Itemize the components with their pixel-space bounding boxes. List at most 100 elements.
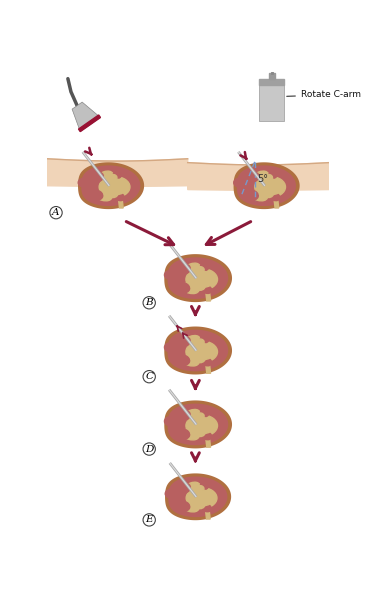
Ellipse shape [186, 341, 218, 362]
Text: Rotate C-arm: Rotate C-arm [287, 90, 361, 99]
Ellipse shape [105, 190, 117, 197]
Ellipse shape [192, 501, 204, 509]
Ellipse shape [184, 263, 200, 274]
Ellipse shape [247, 172, 259, 182]
Polygon shape [167, 329, 228, 371]
Polygon shape [167, 404, 228, 446]
Circle shape [143, 371, 155, 383]
Ellipse shape [192, 282, 205, 290]
Circle shape [143, 514, 155, 526]
Polygon shape [168, 477, 228, 517]
Ellipse shape [200, 481, 209, 490]
Ellipse shape [202, 504, 211, 512]
Ellipse shape [189, 417, 214, 434]
Polygon shape [79, 115, 101, 132]
Ellipse shape [200, 263, 210, 271]
Ellipse shape [99, 176, 130, 197]
Circle shape [143, 443, 155, 455]
Ellipse shape [189, 344, 214, 360]
Ellipse shape [113, 170, 122, 179]
Polygon shape [167, 257, 228, 299]
Ellipse shape [178, 483, 190, 493]
Ellipse shape [176, 355, 190, 365]
Polygon shape [188, 163, 330, 190]
Ellipse shape [261, 190, 273, 197]
Ellipse shape [182, 355, 199, 366]
Polygon shape [206, 289, 211, 301]
Polygon shape [237, 166, 296, 206]
Polygon shape [206, 436, 211, 447]
Ellipse shape [262, 175, 272, 182]
Ellipse shape [193, 339, 204, 347]
Ellipse shape [234, 178, 245, 187]
Text: E: E [145, 515, 153, 524]
Ellipse shape [95, 190, 112, 201]
Ellipse shape [184, 410, 200, 420]
Ellipse shape [202, 432, 212, 440]
Ellipse shape [178, 337, 190, 347]
Polygon shape [78, 162, 144, 209]
Circle shape [143, 297, 155, 309]
Polygon shape [205, 508, 210, 519]
Ellipse shape [200, 335, 210, 343]
Ellipse shape [253, 171, 269, 182]
Ellipse shape [164, 270, 176, 279]
Ellipse shape [176, 282, 190, 293]
Text: 5°: 5° [257, 174, 268, 184]
Ellipse shape [165, 489, 176, 498]
Polygon shape [47, 159, 188, 187]
Polygon shape [81, 166, 141, 206]
Ellipse shape [106, 175, 117, 182]
Ellipse shape [245, 190, 258, 200]
Polygon shape [164, 327, 232, 374]
Ellipse shape [189, 490, 214, 506]
Text: A: A [52, 208, 60, 217]
Ellipse shape [193, 413, 204, 421]
Polygon shape [206, 362, 211, 373]
Circle shape [50, 206, 62, 219]
Polygon shape [206, 436, 211, 447]
Polygon shape [274, 197, 279, 208]
Ellipse shape [115, 193, 124, 201]
Text: D: D [145, 444, 153, 453]
Polygon shape [259, 85, 284, 121]
Ellipse shape [182, 429, 199, 440]
Ellipse shape [176, 429, 190, 439]
Polygon shape [206, 289, 211, 301]
Polygon shape [165, 474, 231, 520]
Ellipse shape [182, 501, 199, 512]
Polygon shape [259, 80, 284, 85]
Ellipse shape [270, 193, 280, 201]
Polygon shape [269, 74, 275, 80]
Ellipse shape [164, 343, 176, 352]
Polygon shape [164, 401, 232, 448]
Ellipse shape [251, 190, 268, 201]
Ellipse shape [178, 264, 190, 274]
Ellipse shape [185, 482, 200, 493]
Ellipse shape [193, 486, 204, 493]
Polygon shape [164, 254, 232, 302]
Ellipse shape [189, 271, 214, 288]
Ellipse shape [202, 358, 212, 366]
Ellipse shape [186, 415, 218, 437]
Text: C: C [145, 372, 153, 381]
Ellipse shape [186, 487, 217, 508]
Ellipse shape [192, 355, 205, 362]
Ellipse shape [202, 285, 212, 294]
Ellipse shape [192, 429, 205, 437]
Ellipse shape [186, 269, 218, 290]
Ellipse shape [178, 410, 190, 421]
Ellipse shape [91, 172, 103, 182]
Polygon shape [206, 362, 211, 373]
Ellipse shape [184, 335, 200, 347]
Ellipse shape [98, 171, 113, 182]
Ellipse shape [193, 267, 204, 274]
Polygon shape [118, 197, 123, 208]
Ellipse shape [255, 176, 286, 197]
Ellipse shape [177, 501, 190, 511]
Text: B: B [145, 298, 153, 307]
Ellipse shape [269, 170, 278, 179]
Ellipse shape [200, 409, 210, 417]
Polygon shape [233, 162, 300, 209]
Ellipse shape [102, 179, 127, 195]
